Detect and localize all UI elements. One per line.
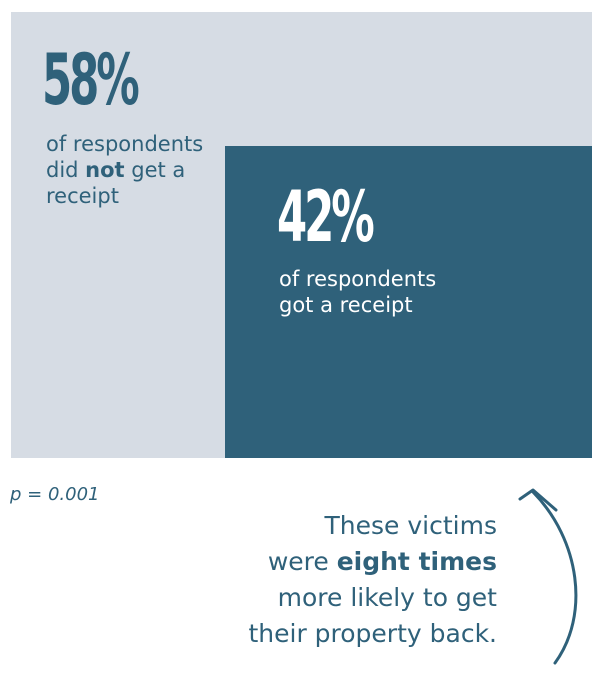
no-receipt-caption-line-1: of respondents [46, 131, 203, 157]
no-receipt-percent: 58% [42, 45, 137, 115]
note-line-4: their property back. [248, 616, 497, 652]
no-receipt-caption: of respondents did not get a receipt [46, 131, 203, 209]
receipt-percent: 42% [277, 182, 372, 252]
p-value: p = 0.001 [10, 484, 99, 505]
note-line-1: These victims [248, 508, 497, 544]
no-receipt-caption-line-3: receipt [46, 183, 203, 209]
receipt-caption-line-1: of respondents [279, 266, 436, 292]
receipt-caption: of respondents got a receipt [279, 266, 436, 318]
note-line-2: were eight times [248, 544, 497, 580]
note-line-3: more likely to get [248, 580, 497, 616]
no-receipt-caption-line-2: did not get a [46, 157, 203, 183]
curved-arrow-up-icon [500, 470, 592, 670]
receipt-caption-line-2: got a receipt [279, 292, 436, 318]
annotation-note: These victims were eight times more like… [248, 508, 497, 652]
